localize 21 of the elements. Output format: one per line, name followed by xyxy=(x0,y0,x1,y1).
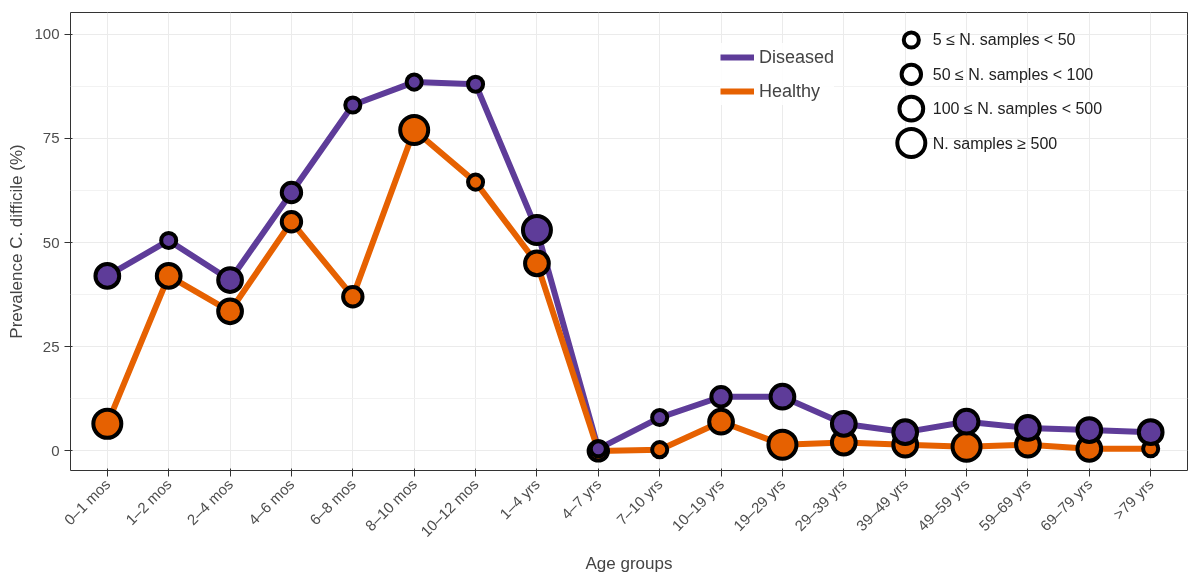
y-tick-label: 100 xyxy=(34,25,60,43)
y-tick-label: 0 xyxy=(51,441,60,459)
legend-label: Diseased xyxy=(759,46,835,68)
x-tick-label: 2–4 mos xyxy=(183,475,237,529)
x-tick-label: 1–2 mos xyxy=(122,475,175,529)
legend-label: 100 ≤ N. samples < 500 xyxy=(932,100,1103,118)
x-axis-title: Age groups xyxy=(585,554,673,573)
x-tick-label: 1–4 yrs xyxy=(496,475,543,523)
legend-label: Healthy xyxy=(759,80,821,102)
x-tick-label: 4–7 yrs xyxy=(557,475,605,523)
y-axis-title: Prevalence C. difficile (%) xyxy=(7,144,27,339)
legend-label: 50 ≤ N. samples < 100 xyxy=(932,65,1094,83)
x-tick-label: >79 yrs xyxy=(1109,475,1157,523)
legend-label: N. samples ≥ 500 xyxy=(932,134,1058,152)
x-tick-label: 6–8 mos xyxy=(306,475,359,529)
legend-label: 5 ≤ N. samples < 50 xyxy=(932,31,1076,49)
y-tick-label: 50 xyxy=(42,233,60,251)
y-tick-label: 25 xyxy=(42,337,60,355)
x-tick-label: 4–6 mos xyxy=(244,475,298,529)
y-tick-label: 75 xyxy=(42,129,60,147)
x-tick-label: 0–1 mos xyxy=(60,475,114,529)
